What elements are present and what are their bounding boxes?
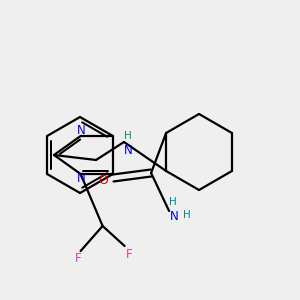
Text: H: H [169,197,177,207]
Text: N: N [77,124,86,137]
Text: H: H [124,131,132,141]
Text: F: F [126,248,133,260]
Text: N: N [124,143,132,157]
Text: F: F [75,253,82,266]
Text: O: O [98,173,108,187]
Text: H: H [183,210,191,220]
Text: N: N [170,209,178,223]
Text: N: N [77,172,86,185]
